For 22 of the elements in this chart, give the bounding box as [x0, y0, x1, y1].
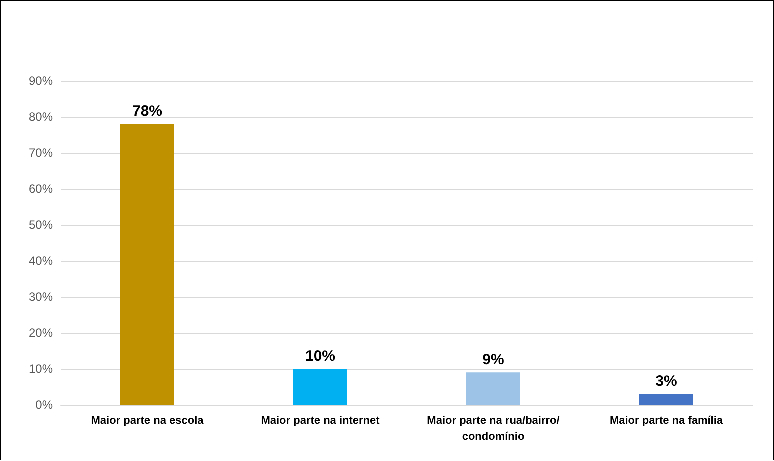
y-tick-label: 80%	[28, 110, 54, 124]
y-tick-label: 10%	[28, 362, 54, 376]
bar	[294, 369, 348, 405]
bar	[120, 124, 174, 405]
x-tick-label: Maior parte na rua/bairro/condomínio	[427, 415, 560, 443]
x-tick-label: Maior parte na escola	[91, 415, 205, 427]
x-tick-label: Maior parte na internet	[261, 415, 380, 427]
y-tick-label: 60%	[28, 182, 54, 196]
data-label: 10%	[305, 348, 336, 365]
y-tick-label: 20%	[28, 326, 54, 340]
y-tick-label: 50%	[28, 218, 54, 232]
data-label: 78%	[132, 103, 163, 120]
bar	[466, 372, 520, 405]
bar	[640, 394, 694, 405]
data-label: 3%	[656, 373, 678, 390]
y-tick-label: 0%	[36, 398, 54, 412]
y-tick-label: 70%	[28, 146, 54, 160]
y-tick-label: 30%	[28, 290, 54, 304]
y-tick-label: 90%	[28, 74, 54, 88]
data-label: 9%	[482, 352, 504, 369]
x-tick-label: Maior parte na família	[610, 415, 724, 427]
y-tick-label: 40%	[28, 254, 54, 268]
